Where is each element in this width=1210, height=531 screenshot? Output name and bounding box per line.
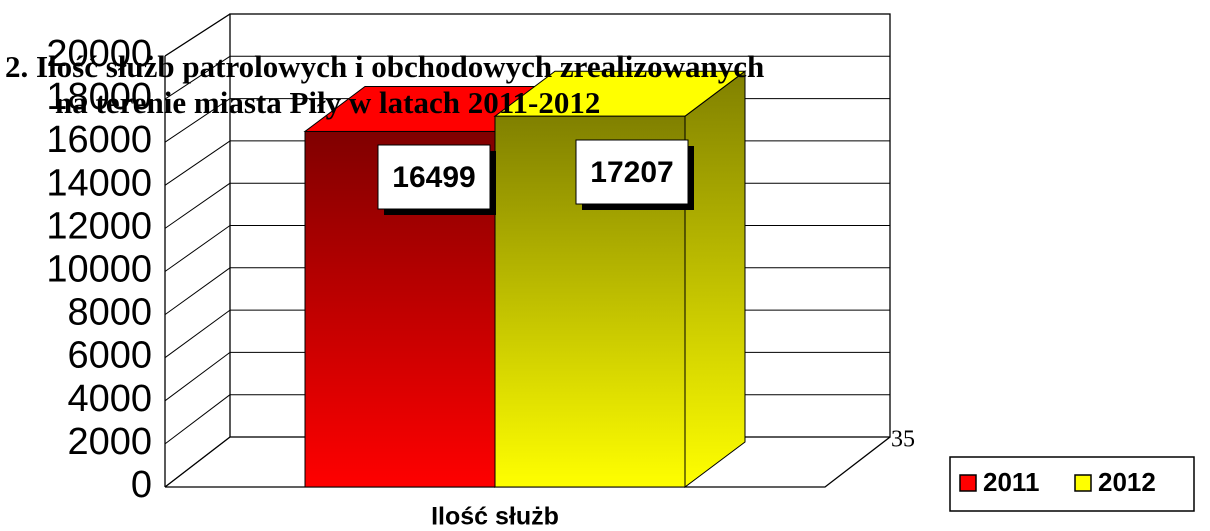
grid-line <box>164 394 231 445</box>
grid-line <box>164 140 231 186</box>
data-label-box <box>575 139 689 205</box>
page-number: 35 <box>891 427 915 453</box>
legend <box>949 456 1195 512</box>
chart-title: 2. Ilość służb patrolowych i obchodowych… <box>5 49 764 84</box>
y-tick-label: 20000 <box>46 33 152 75</box>
grid-line <box>164 13 231 57</box>
bar-side <box>684 70 746 488</box>
grid-line <box>164 267 231 316</box>
y-tick-label: 8000 <box>67 292 152 334</box>
y-tick-label: 10000 <box>46 249 152 291</box>
legend-label: 2011 <box>983 467 1039 497</box>
y-tick-label: 16000 <box>46 119 152 161</box>
grid-line <box>164 309 231 359</box>
grid-line <box>164 55 231 100</box>
y-tick-label: 2000 <box>67 421 152 463</box>
x-tick-label: Ilość służb <box>431 503 559 531</box>
legend-swatch <box>959 474 977 492</box>
y-tick-label: 12000 <box>46 205 152 247</box>
grid-line <box>164 182 231 229</box>
data-label: 16499 <box>392 161 475 194</box>
y-tick-label: 4000 <box>67 378 152 420</box>
legend-swatch <box>1074 474 1092 492</box>
grid-line <box>164 225 231 272</box>
data-label: 17207 <box>590 156 673 189</box>
chart-title: na terenie miasta Piły w latach 2011-201… <box>55 85 600 120</box>
grid-line <box>164 351 231 402</box>
data-label-box <box>377 144 491 210</box>
grid-line <box>164 98 231 143</box>
grid-line <box>164 436 231 488</box>
y-tick-label: 0 <box>131 464 152 506</box>
y-tick-label: 14000 <box>46 162 152 204</box>
legend-label: 2012 <box>1098 467 1156 497</box>
y-tick-label: 18000 <box>46 76 152 118</box>
y-tick-label: 6000 <box>67 335 152 377</box>
